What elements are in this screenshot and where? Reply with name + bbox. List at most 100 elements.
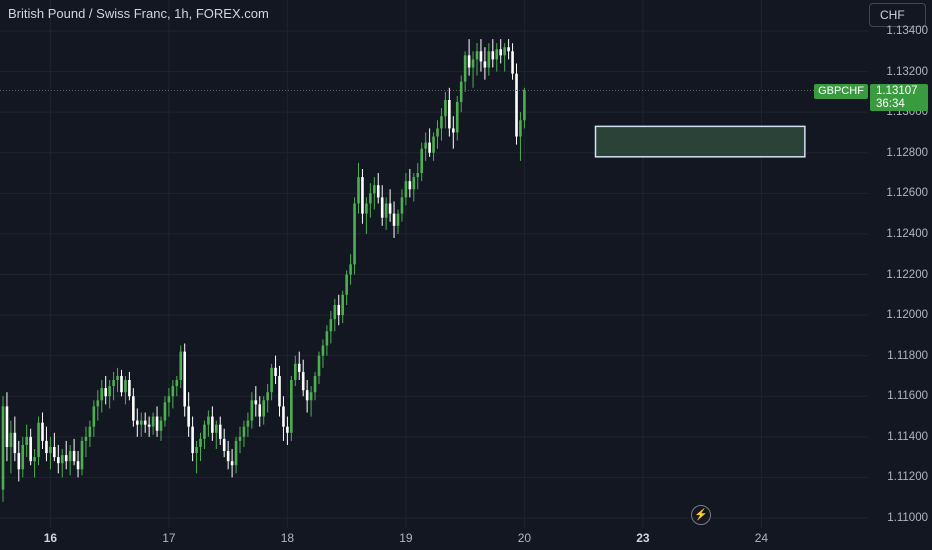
candle-body	[37, 422, 40, 458]
candle-body	[238, 436, 242, 441]
candle-body	[41, 422, 44, 441]
symbol-tag: GBPCHF	[814, 84, 868, 99]
candle-body	[392, 213, 396, 226]
candle-body	[179, 351, 183, 381]
y-tick-label: 1.11600	[887, 390, 928, 403]
candle-body	[471, 59, 475, 68]
candle-body	[333, 304, 337, 320]
candle-body	[143, 420, 147, 425]
candle-body	[345, 274, 348, 295]
x-tick-label: 19	[399, 531, 413, 545]
candle-body	[511, 51, 514, 74]
candle-body	[49, 446, 52, 454]
candle-body	[337, 304, 341, 316]
candle-body	[416, 173, 420, 178]
candle-body	[21, 444, 25, 470]
current-price-tag: 1.13107 36:34	[870, 84, 928, 111]
x-tick-label: 17	[162, 531, 176, 545]
candle-body	[207, 416, 210, 425]
candle-body	[5, 406, 9, 447]
candle-body	[380, 197, 384, 218]
candle-body	[72, 451, 76, 462]
lightning-icon[interactable]: ⚡	[691, 505, 711, 525]
candle-body	[424, 142, 427, 149]
candle-body	[301, 371, 305, 391]
candle-body	[76, 461, 80, 470]
candle-body	[270, 367, 273, 393]
x-tick-label: 16	[43, 531, 58, 545]
candle-body	[459, 81, 463, 103]
candle-body	[84, 436, 88, 441]
candle-body	[262, 400, 265, 417]
candle-body	[396, 213, 400, 226]
candle-body	[25, 436, 28, 445]
candle-body	[297, 363, 301, 372]
candle-body	[294, 363, 297, 381]
candle-body	[404, 181, 408, 198]
candle-body	[171, 386, 175, 397]
candle-body	[1, 406, 5, 490]
candle-body	[349, 264, 352, 275]
candle-body	[167, 396, 171, 403]
candle-body	[116, 375, 119, 381]
candle-body	[436, 128, 439, 137]
candle-body	[128, 380, 131, 397]
candle-body	[495, 49, 499, 60]
candle-body	[463, 55, 467, 82]
candle-body	[258, 404, 262, 417]
candle-body	[195, 446, 198, 454]
candle-body	[313, 375, 317, 393]
candle-body	[104, 388, 107, 397]
y-tick-label: 1.12800	[886, 146, 928, 159]
y-tick-label: 1.13200	[886, 65, 928, 78]
candle-body	[519, 120, 522, 137]
candle-body	[80, 440, 84, 470]
candle-body	[523, 89, 526, 121]
candle-body	[365, 203, 368, 214]
candle-body	[286, 426, 289, 433]
candle-body	[388, 203, 392, 214]
candle-body	[230, 461, 234, 466]
candle-body	[108, 386, 111, 397]
candle-body	[203, 424, 206, 439]
candle-body	[487, 51, 491, 68]
candle-body	[444, 99, 447, 117]
candle-body	[33, 457, 36, 462]
candle-body	[290, 380, 293, 433]
candle-body	[159, 420, 163, 431]
candle-body	[353, 203, 356, 265]
candle-body	[309, 392, 313, 401]
chart-title: British Pound / Swiss Franc, 1h, FOREX.c…	[8, 6, 269, 21]
candle-body	[254, 400, 258, 405]
candle-body	[155, 416, 159, 431]
candle-body	[242, 426, 246, 437]
x-tick-label: 20	[517, 531, 532, 545]
candle-body	[467, 55, 471, 68]
candle-body	[199, 438, 202, 447]
y-tick-label: 1.11800	[887, 349, 928, 362]
candle-body	[483, 61, 487, 68]
candle-body	[234, 440, 238, 466]
candle-body	[218, 424, 222, 439]
candle-body	[440, 116, 443, 129]
candle-body	[136, 420, 139, 425]
candle-body	[274, 367, 277, 376]
y-tick-label: 1.11400	[887, 430, 928, 443]
candle-body	[17, 453, 21, 470]
candle-body	[96, 400, 100, 407]
y-tick-label: 1.12400	[886, 227, 928, 240]
candle-body	[112, 380, 115, 387]
currency-button[interactable]: CHF	[869, 3, 926, 27]
candle-body	[357, 177, 360, 204]
x-tick-label: 18	[280, 531, 295, 545]
candle-body	[503, 47, 506, 56]
candle-body	[163, 402, 167, 421]
candle-body	[507, 47, 510, 52]
candle-body	[100, 388, 104, 401]
x-tick-label: 23	[636, 531, 650, 545]
candle-body	[278, 375, 281, 407]
candle-body	[45, 440, 48, 454]
candle-body	[432, 136, 435, 153]
candle-body	[325, 331, 329, 346]
